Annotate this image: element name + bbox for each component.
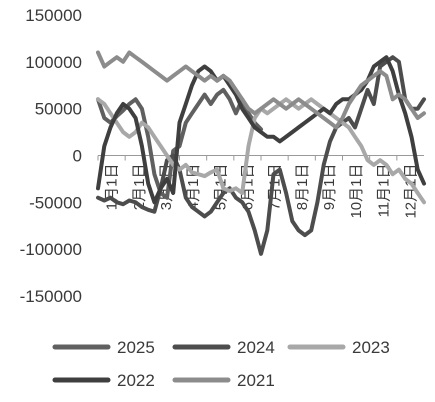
x-axis-ticks: 1月1日 2月1日 3月1日 4月1日 5月1日 6月1日 7月1日 8月1日 9月1日 10月1… [97, 155, 419, 219]
x-tick-label: 9月1日 [321, 164, 338, 211]
y-axis-ticks: 150000 100000 50000 0 -50000 -100000 -150000 [20, 6, 82, 306]
x-tick-label: 10月1日 [348, 164, 365, 219]
y-tick-label: 0 [73, 147, 82, 166]
series-line-2021 [96, 50, 426, 130]
y-tick-label: -100000 [20, 240, 82, 259]
legend: 2025 2024 2023 2022 2021 [52, 338, 390, 390]
series-line-2022 [96, 55, 426, 205]
series-layer [96, 50, 426, 256]
legend-label-2023: 2023 [352, 338, 390, 357]
legend-label-2021: 2021 [237, 371, 275, 390]
y-tick-label: 150000 [25, 6, 82, 25]
series-line-2025 [96, 87, 263, 200]
x-tick-label: 2月1日 [131, 164, 148, 211]
y-tick-label: 100000 [25, 53, 82, 72]
y-tick-label: -50000 [29, 193, 82, 212]
x-tick-label: 5月1日 [212, 164, 229, 211]
y-tick-label: 50000 [35, 100, 82, 119]
legend-label-2025: 2025 [117, 338, 155, 357]
x-tick-label: 12月1日 [402, 164, 419, 219]
x-tick-label: 11月1日 [375, 164, 392, 218]
y-tick-label: -150000 [20, 287, 82, 306]
x-tick-label: 8月1日 [294, 164, 311, 211]
series-line-2024 [96, 55, 426, 256]
legend-label-2024: 2024 [237, 338, 275, 357]
legend-label-2022: 2022 [117, 371, 155, 390]
